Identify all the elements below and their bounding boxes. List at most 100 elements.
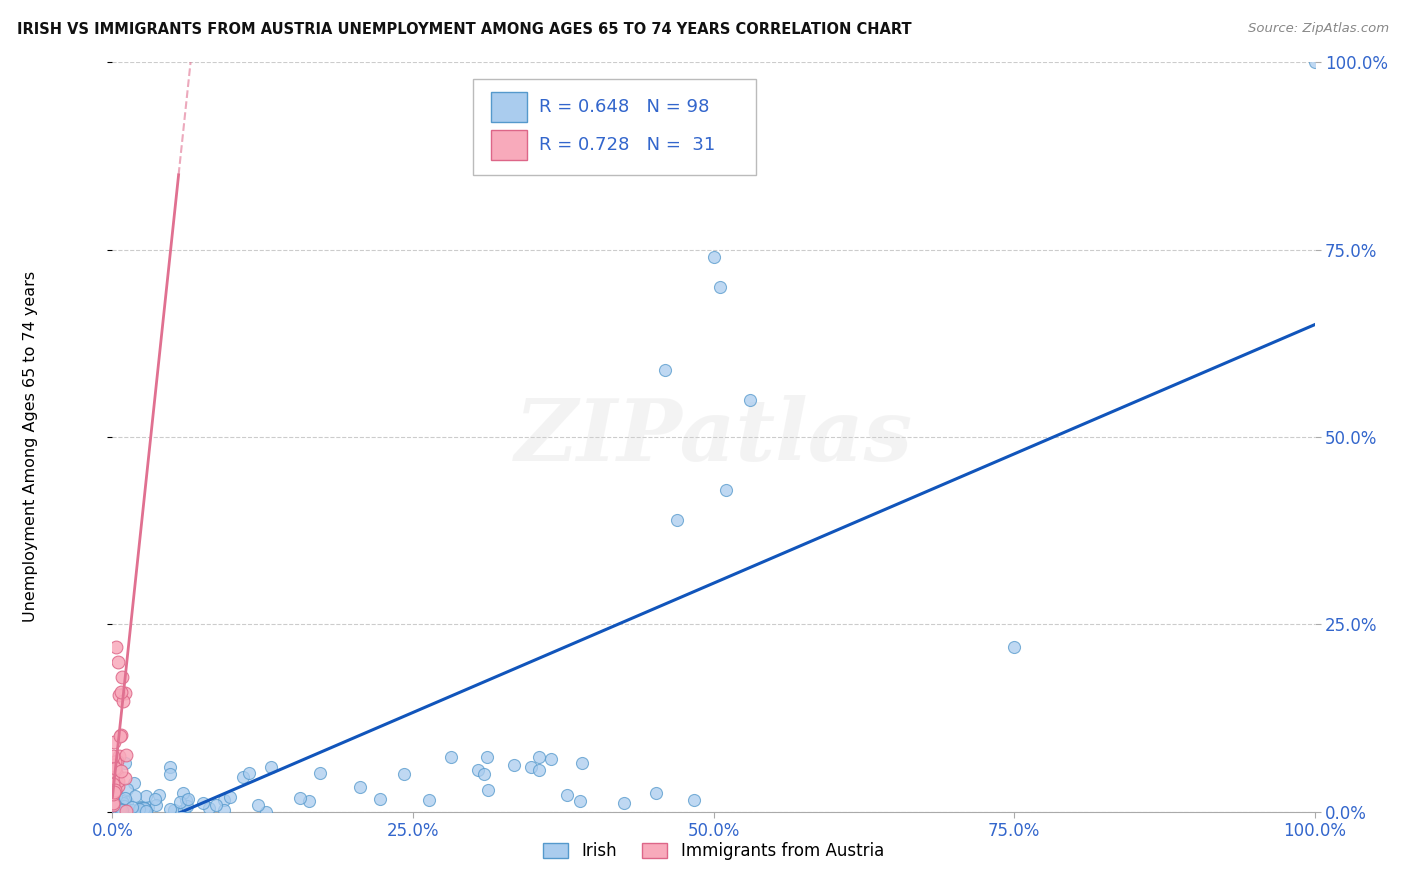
Point	[108, 801, 131, 815]
Point	[111, 797, 134, 812]
Point	[121, 803, 143, 817]
Point	[238, 765, 260, 780]
Point	[107, 774, 129, 789]
Point	[103, 797, 125, 812]
Point	[219, 789, 242, 804]
Point	[111, 694, 134, 708]
Point	[709, 280, 731, 294]
Point	[103, 771, 125, 785]
Point	[472, 767, 495, 781]
Point	[115, 748, 138, 763]
Point	[104, 761, 127, 775]
Point	[205, 798, 228, 813]
Point	[212, 793, 235, 807]
Legend: Irish, Immigrants from Austria: Irish, Immigrants from Austria	[537, 836, 890, 867]
Point	[654, 362, 676, 376]
Point	[111, 796, 134, 810]
FancyBboxPatch shape	[491, 93, 527, 122]
Point	[101, 796, 124, 810]
Point	[122, 776, 145, 790]
Point	[103, 797, 125, 812]
Point	[309, 766, 332, 780]
Point	[110, 728, 132, 742]
Point	[349, 780, 371, 794]
Point	[170, 804, 193, 818]
Point	[114, 790, 136, 805]
Point	[105, 640, 128, 654]
Point	[105, 754, 128, 768]
Point	[104, 755, 127, 769]
Point	[108, 729, 131, 743]
Point	[105, 804, 128, 818]
Point	[129, 801, 152, 815]
Point	[103, 757, 125, 772]
Point	[173, 803, 195, 817]
Point	[392, 766, 415, 780]
Point	[135, 804, 157, 818]
Text: R = 0.728   N =  31: R = 0.728 N = 31	[540, 136, 716, 153]
Point	[110, 764, 132, 778]
Point	[104, 783, 127, 797]
Point	[129, 799, 152, 814]
Point	[527, 764, 550, 778]
Point	[477, 783, 499, 797]
Point	[246, 797, 269, 812]
Point	[111, 803, 134, 817]
Point	[666, 512, 689, 526]
Point	[103, 787, 125, 801]
Point	[114, 756, 136, 771]
Point	[104, 764, 127, 779]
Point	[105, 802, 128, 816]
Point	[135, 804, 157, 818]
Point	[136, 800, 159, 814]
Point	[172, 786, 194, 800]
Point	[519, 759, 541, 773]
Point	[101, 749, 124, 764]
Point	[135, 789, 157, 803]
Point	[232, 770, 254, 784]
Point	[290, 790, 312, 805]
Point	[645, 786, 668, 800]
Point	[163, 803, 186, 817]
Point	[159, 766, 181, 780]
Point	[105, 768, 128, 782]
Text: R = 0.648   N = 98: R = 0.648 N = 98	[540, 98, 710, 116]
Point	[111, 794, 134, 808]
Point	[738, 392, 761, 407]
Point	[368, 792, 391, 806]
Point	[103, 777, 125, 791]
Text: ZIPatlas: ZIPatlas	[515, 395, 912, 479]
Point	[169, 795, 191, 809]
Point	[121, 800, 143, 814]
Point	[613, 797, 636, 811]
FancyBboxPatch shape	[472, 78, 755, 175]
Point	[191, 796, 214, 810]
Point	[571, 756, 593, 770]
Point	[112, 799, 135, 814]
Point	[134, 802, 156, 816]
Point	[114, 771, 136, 785]
Point	[1002, 640, 1025, 654]
Point	[132, 801, 155, 815]
Point	[298, 794, 321, 808]
Point	[174, 793, 197, 807]
Point	[103, 785, 125, 799]
Point	[108, 749, 131, 764]
Point	[101, 794, 124, 808]
Point	[128, 802, 150, 816]
Point	[108, 804, 131, 818]
Point	[128, 802, 150, 816]
Point	[198, 801, 221, 815]
Point	[475, 750, 498, 764]
Point	[418, 793, 440, 807]
Point	[440, 750, 463, 764]
Point	[101, 796, 124, 810]
Point	[159, 802, 181, 816]
Point	[148, 789, 170, 803]
Point	[159, 760, 181, 774]
Point	[145, 798, 167, 813]
Point	[176, 799, 198, 814]
Text: Unemployment Among Ages 65 to 74 years: Unemployment Among Ages 65 to 74 years	[24, 270, 38, 622]
Point	[103, 735, 125, 749]
Point	[111, 670, 134, 684]
